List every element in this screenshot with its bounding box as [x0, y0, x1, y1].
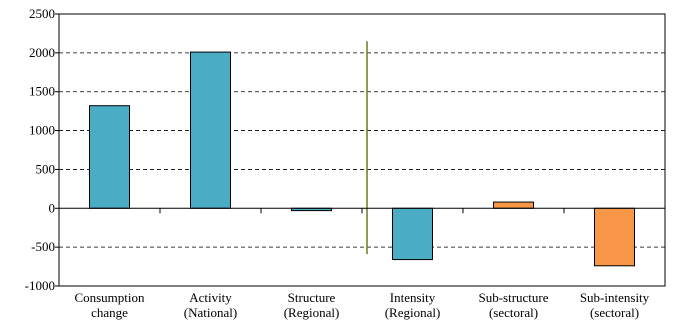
y-tick-label: 0 [49, 200, 56, 215]
category-label-line: Sub-intensity [580, 290, 650, 305]
category-label-line: Activity [189, 290, 232, 305]
category-label-line: (National) [184, 305, 237, 320]
bar [594, 207, 635, 267]
plot-area-frame [58, 13, 666, 287]
category-label-line: (sectoral) [590, 305, 639, 320]
axes [58, 13, 666, 287]
y-tick-label: 1000 [29, 123, 55, 138]
bars [89, 51, 635, 267]
y-tick-label: 2000 [29, 45, 55, 60]
category-label-line: Sub-structure [478, 290, 548, 305]
y-tick-label: 500 [36, 161, 56, 176]
category-label: Intensity (Regional) [385, 290, 441, 320]
y-tick-label: 1500 [29, 84, 55, 99]
category-label: Sub-intensity (sectoral) [580, 290, 650, 320]
category-label: Activity (National) [184, 290, 237, 320]
x-axis-labels: Consumption change Activity (National) Struc… [74, 290, 649, 320]
bar [392, 207, 433, 261]
category-label: Sub-structure (sectoral) [478, 290, 548, 320]
category-label-line: change [91, 305, 128, 320]
category-label-line: Intensity [390, 290, 436, 305]
category-label: Consumption change [74, 290, 145, 320]
category-label: Structure (Regional) [284, 290, 340, 320]
bar [89, 105, 130, 209]
bar [190, 51, 231, 209]
y-tick-label: -500 [31, 239, 55, 254]
y-tick-label: 2500 [29, 6, 55, 21]
category-label-line: Consumption [74, 290, 145, 305]
category-label-line: (sectoral) [489, 305, 538, 320]
y-tick-label: -1000 [25, 278, 55, 293]
y-axis-ticks: -1000 -500 0 500 1000 1500 2000 2500 [25, 6, 59, 293]
category-label-line: Structure [288, 290, 336, 305]
category-label-line: (Regional) [385, 305, 441, 320]
bar [493, 201, 534, 209]
gridlines [59, 52, 665, 248]
category-label-line: (Regional) [284, 305, 340, 320]
